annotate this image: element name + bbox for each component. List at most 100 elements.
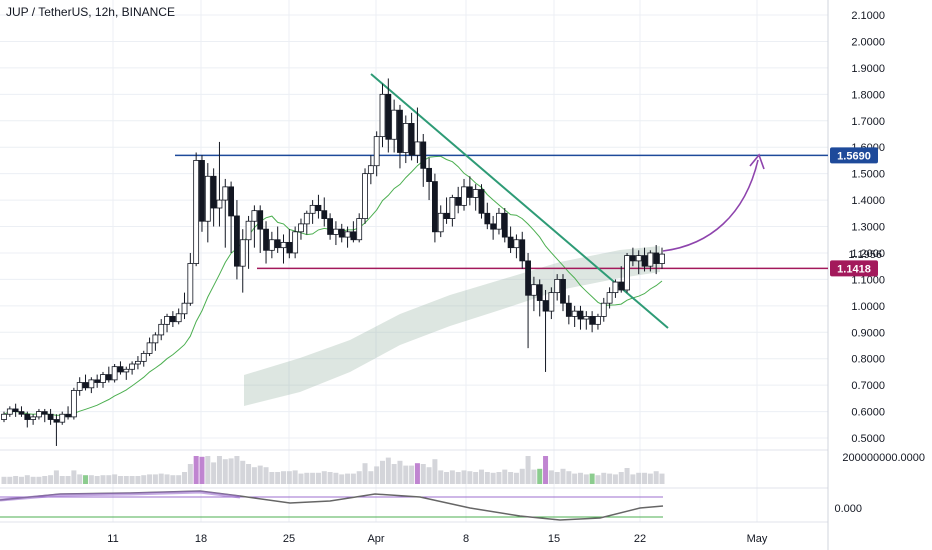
volume-bar [478, 469, 484, 484]
volume-bar [630, 474, 636, 484]
volume-bar [513, 472, 519, 484]
candle-up [595, 316, 601, 325]
candle-down [490, 223, 497, 230]
candle-up [123, 368, 130, 373]
volume-bar [583, 474, 589, 484]
volume-bar [129, 476, 135, 484]
volume-bar [83, 475, 89, 484]
time-axis-label: 18 [195, 533, 207, 545]
volume-bar [449, 470, 455, 484]
time-axis-label: 15 [548, 533, 560, 545]
volume-bar [199, 456, 205, 484]
candle-up [391, 109, 398, 140]
candle-up [1, 413, 7, 420]
candle-down [263, 228, 269, 251]
candle-up [251, 210, 258, 222]
volume-bar [455, 472, 461, 484]
price-tick-label: 1.3000 [851, 222, 885, 234]
candle-up [216, 199, 223, 209]
candle-up [379, 93, 386, 138]
candle-up [140, 353, 147, 362]
volume-bar [350, 473, 356, 484]
volume-bar [577, 472, 583, 484]
candle-up [88, 379, 95, 389]
volume-bar [618, 472, 624, 484]
volume-bar [502, 469, 508, 484]
price-tick-label: 1.9000 [851, 63, 885, 75]
candle-down [82, 382, 89, 389]
price-tick-label: 0.9000 [851, 327, 885, 339]
volume-bar [572, 473, 578, 484]
price-tick-label: 1.5000 [851, 169, 885, 181]
candle-down [455, 197, 462, 206]
price-tick-label: 2.1000 [851, 10, 885, 22]
candle-up [624, 255, 630, 291]
volume-bar [117, 476, 123, 484]
candle-up [513, 239, 520, 249]
volume-bar [391, 464, 397, 484]
candle-down [432, 181, 438, 233]
volume-bar [281, 471, 287, 484]
volume-bar [53, 470, 59, 484]
volume-bar [601, 472, 607, 484]
volume-bar [222, 459, 228, 484]
volume-bar [473, 472, 479, 484]
volume-bar [205, 456, 211, 484]
volume-bar [566, 471, 572, 484]
volume-bar [71, 470, 77, 484]
candle-up [461, 186, 467, 206]
candle-down [199, 160, 205, 222]
price-level-label: 1.5690 [837, 150, 871, 162]
volume-bar [269, 472, 275, 484]
price-tick-label: 0.5000 [851, 433, 885, 445]
volume-bar [88, 475, 94, 484]
candle-down [53, 419, 60, 423]
volume-bar [257, 465, 263, 484]
candle-up [612, 281, 619, 294]
volume-bar [164, 474, 170, 484]
candle-up [333, 228, 339, 235]
candle-up [70, 390, 77, 418]
price-tick-label: 1.1000 [851, 274, 885, 286]
price-tick-label: 0.8000 [851, 354, 885, 366]
candle-down [525, 260, 531, 296]
candle-down [228, 186, 234, 217]
volume-bar [112, 474, 118, 484]
candle-down [641, 255, 648, 267]
candle-up [6, 408, 13, 415]
volume-bar [647, 473, 653, 484]
volume-bar [642, 472, 648, 484]
candle-down [210, 175, 217, 209]
time-axis-label: 22 [634, 533, 646, 545]
candle-up [496, 212, 502, 230]
candle-down [397, 109, 403, 153]
volume-bar [659, 473, 665, 484]
volume-bar [59, 476, 65, 484]
volume-bar [426, 467, 432, 484]
candle-down [321, 210, 328, 219]
volume-bar [65, 476, 71, 484]
oscillator-highlight [0, 490, 241, 502]
volume-bar [170, 475, 176, 484]
volume-bar [362, 463, 368, 484]
volume-bar [321, 471, 327, 484]
candle-up [659, 253, 665, 264]
volume-bar [1, 476, 7, 484]
volume-bar [554, 472, 560, 484]
candle-down [385, 93, 392, 140]
candle-up [606, 292, 613, 304]
volume-bar [298, 473, 304, 484]
candle-down [560, 278, 566, 304]
candle-down [47, 413, 54, 420]
chart-title: JUP / TetherUS, 12h, BINANCE [6, 5, 175, 19]
price-tick-label: 1.2000 [851, 248, 885, 260]
volume-bar [374, 466, 380, 484]
price-tick-label: 1.8000 [851, 89, 885, 101]
price-level-label: 1.1418 [837, 263, 871, 275]
candle-up [193, 160, 200, 264]
volume-bar [100, 475, 106, 484]
candle-down [542, 300, 549, 312]
volume-bar [548, 470, 554, 484]
candle-down [629, 255, 636, 262]
